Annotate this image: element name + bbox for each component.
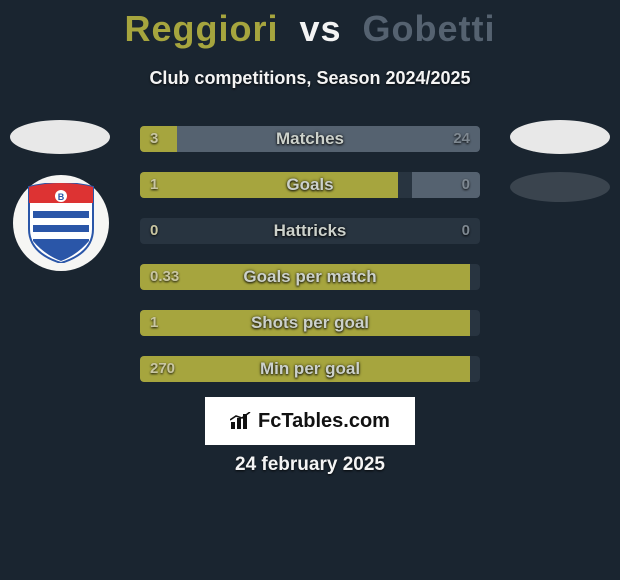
stat-row: Hattricks0 0 xyxy=(140,218,480,244)
stat-row: Goals1 0 xyxy=(140,172,480,198)
stat-label: Matches xyxy=(140,126,480,152)
stat-label: Shots per goal xyxy=(140,310,480,336)
team2-logo-secondary xyxy=(510,172,610,202)
stat-value-right: 24 xyxy=(453,126,470,152)
stat-row: Matches3 24 xyxy=(140,126,480,152)
stat-value-left: 270 xyxy=(150,356,175,382)
player1-name: Reggiori xyxy=(124,8,278,49)
stat-row: Shots per goal1 xyxy=(140,310,480,336)
stats-bars: Matches324Goals10Hattricks00Goals per ma… xyxy=(140,126,480,402)
svg-text:B: B xyxy=(58,192,65,202)
comparison-title: Reggiori vs Gobetti xyxy=(0,0,620,50)
brand-badge: FcTables.com xyxy=(205,397,415,445)
team1-logo-placeholder xyxy=(10,120,110,154)
stat-label: Goals per match xyxy=(140,264,480,290)
stat-label: Hattricks xyxy=(140,218,480,244)
stat-label: Min per goal xyxy=(140,356,480,382)
brand-text: FcTables.com xyxy=(258,410,390,433)
stat-label: Goals xyxy=(140,172,480,198)
vs-text: vs xyxy=(299,8,341,49)
team1-crest: B xyxy=(13,175,109,271)
stat-value-left: 3 xyxy=(150,126,158,152)
stat-value-left: 1 xyxy=(150,310,158,336)
stat-value-right: 0 xyxy=(462,172,470,198)
team2-logo-placeholder xyxy=(510,120,610,154)
brand-chart-icon xyxy=(230,412,252,430)
stat-row: Goals per match0.33 xyxy=(140,264,480,290)
date-text: 24 february 2025 xyxy=(0,454,620,476)
stat-value-left: 0 xyxy=(150,218,158,244)
player2-name: Gobetti xyxy=(363,8,496,49)
stat-row: Min per goal270 xyxy=(140,356,480,382)
stat-value-right: 0 xyxy=(462,218,470,244)
stat-value-left: 0.33 xyxy=(150,264,179,290)
subtitle: Club competitions, Season 2024/2025 xyxy=(0,68,620,89)
stat-value-left: 1 xyxy=(150,172,158,198)
